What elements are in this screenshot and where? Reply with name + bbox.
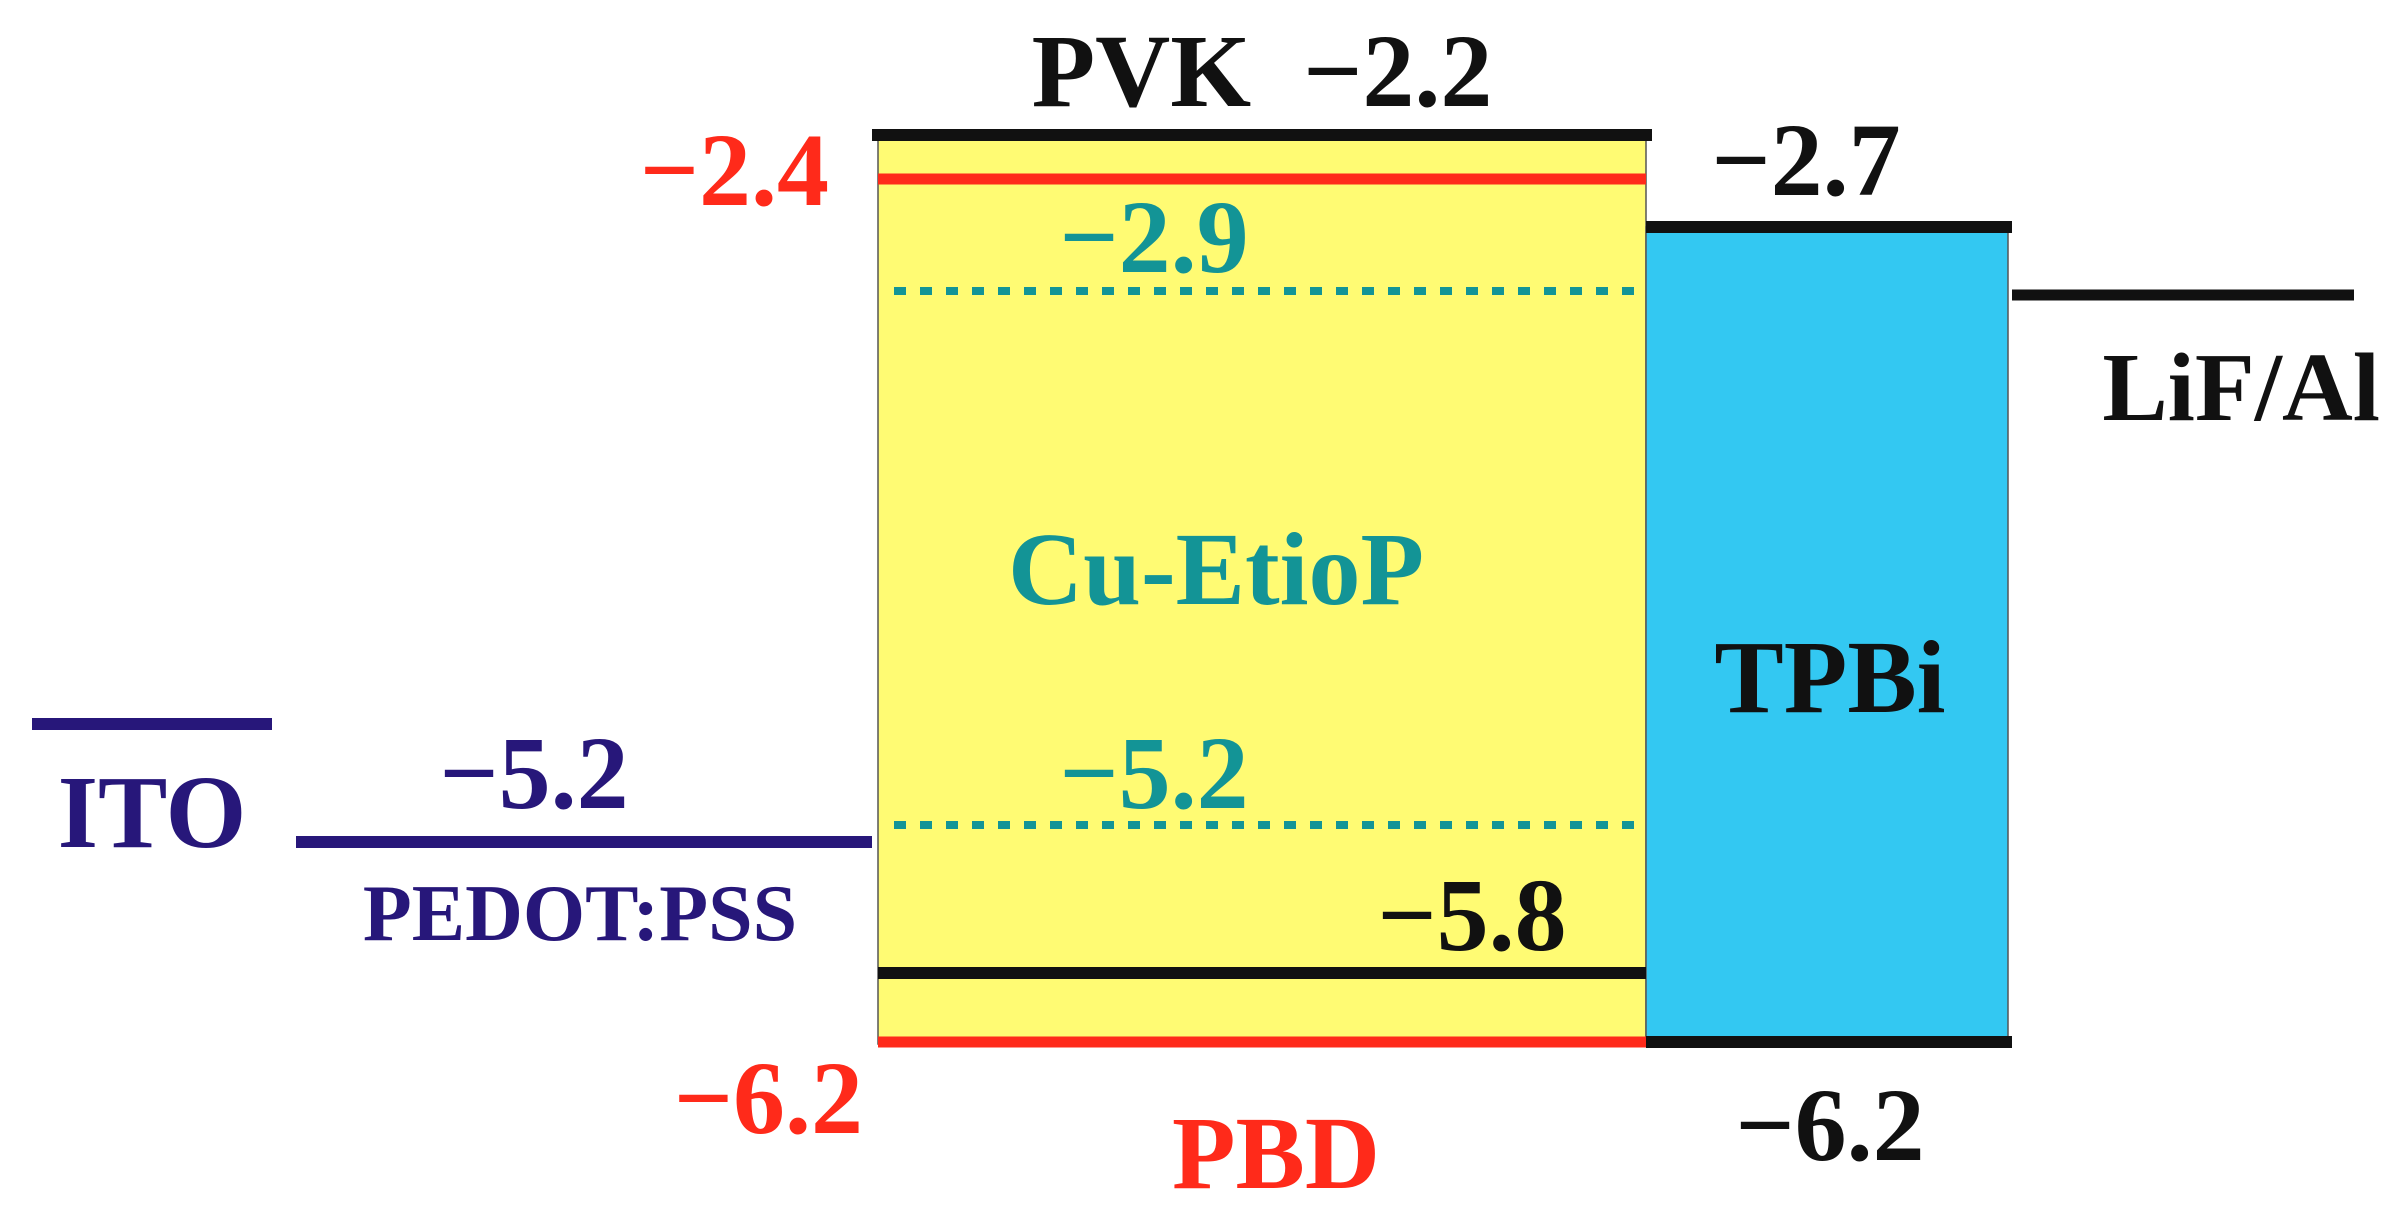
pedot-name-label: PEDOT:PSS [363, 870, 797, 958]
ito-name-label: ITO [58, 755, 247, 870]
pbd-name-label: PBD [1172, 1096, 1380, 1209]
cathode-name-label: LiF/Al [2102, 334, 2380, 442]
cu-lumo-value: −2.9 [1059, 180, 1248, 295]
tpbi-layer-block [1645, 226, 2009, 1045]
pedot-homo-value: −5.2 [439, 716, 628, 831]
pvk-homo-value: −5.8 [1377, 858, 1566, 973]
cu-etiop-name-label: Cu-EtioP [1008, 512, 1424, 627]
cu-homo-value: −5.2 [1059, 716, 1248, 831]
tpbi-homo-value: −6.2 [1735, 1068, 1924, 1183]
pbd-homo-value: −6.2 [674, 1041, 863, 1156]
tpbi-lumo-value: −2.7 [1711, 103, 1900, 218]
pvk-lumo-label: PVK −2.2 [1032, 14, 1493, 129]
pbd-lumo-value: −2.4 [640, 113, 829, 228]
tpbi-name-label: TPBi [1714, 620, 1945, 735]
